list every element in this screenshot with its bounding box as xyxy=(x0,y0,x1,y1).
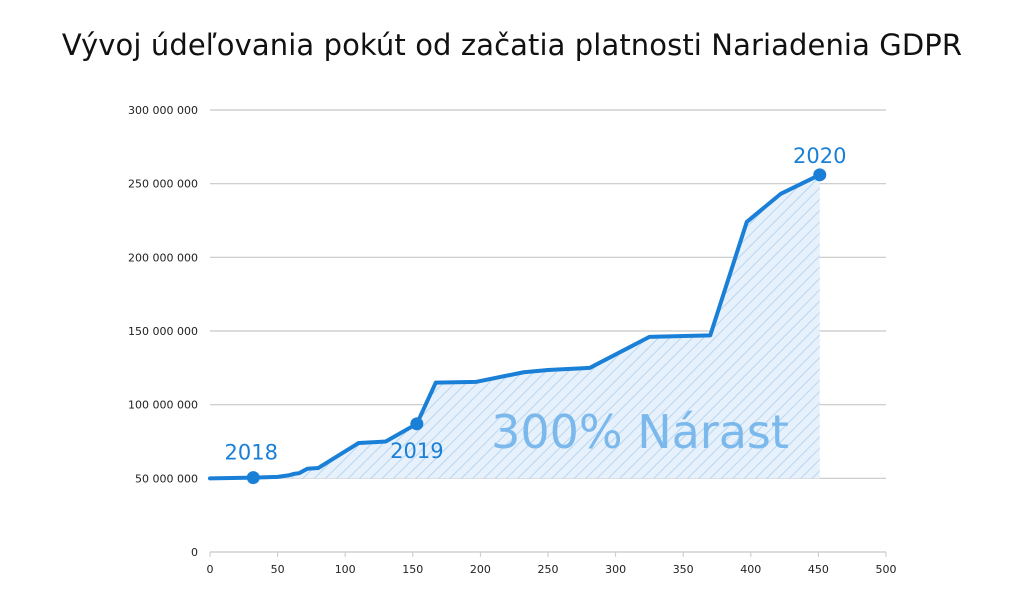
y-tick-label: 100 000 000 xyxy=(128,399,198,412)
series-line xyxy=(208,172,822,481)
chart-title: Vývoj údeľovania pokút od začatia platno… xyxy=(61,28,963,62)
area-fill xyxy=(210,174,820,479)
y-tick-label: 0 xyxy=(191,546,198,559)
year-label-2020: 2020 xyxy=(793,144,846,168)
x-tick-label: 50 xyxy=(271,563,285,576)
year-marker-2020 xyxy=(813,168,827,182)
x-tick-label: 200 xyxy=(470,563,491,576)
y-tick-label: 150 000 000 xyxy=(128,325,198,338)
x-tick-label: 300 xyxy=(605,563,626,576)
year-marker-2019 xyxy=(410,417,424,431)
year-marker-2018 xyxy=(246,471,260,485)
x-tick-label: 500 xyxy=(876,563,897,576)
y-tick-label: 50 000 000 xyxy=(135,472,198,485)
x-tick-label: 150 xyxy=(402,563,423,576)
year-label-2019: 2019 xyxy=(390,439,443,463)
x-tick-label: 250 xyxy=(538,563,559,576)
y-tick-label: 200 000 000 xyxy=(128,251,198,264)
y-tick-label: 250 000 000 xyxy=(128,178,198,191)
annotation-text: 300% Nárast xyxy=(491,405,789,459)
x-tick-label: 0 xyxy=(207,563,214,576)
x-tick-label: 400 xyxy=(740,563,761,576)
year-label-2018: 2018 xyxy=(225,441,278,465)
x-tick-label: 350 xyxy=(673,563,694,576)
x-tick-label: 450 xyxy=(808,563,829,576)
y-tick-label: 300 000 000 xyxy=(128,104,198,117)
x-tick-label: 100 xyxy=(335,563,356,576)
